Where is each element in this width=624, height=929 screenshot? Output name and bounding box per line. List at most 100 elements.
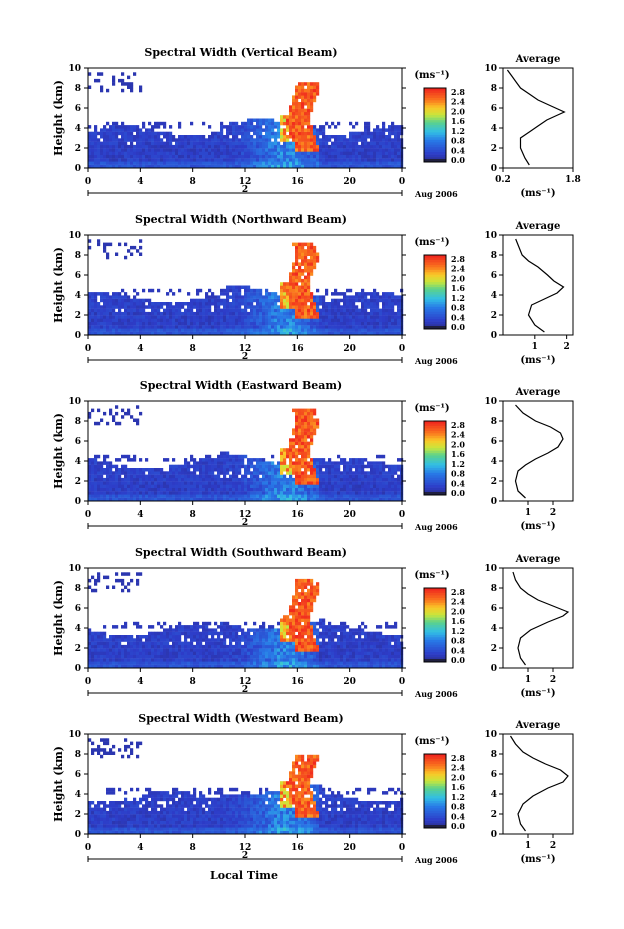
heatmap-cell xyxy=(295,85,299,89)
heatmap-cell xyxy=(103,148,107,152)
heatmap-cell xyxy=(124,635,128,639)
heatmap-cell xyxy=(175,481,179,485)
heatmap-cell xyxy=(112,491,116,495)
heatmap-cell xyxy=(169,471,173,475)
heatmap-cell xyxy=(256,135,260,139)
heatmap-cell xyxy=(172,474,176,479)
heatmap-cell xyxy=(313,249,317,253)
heatmap-cell xyxy=(208,491,212,495)
heatmap-cell xyxy=(139,135,143,139)
heatmap-cell xyxy=(121,321,125,326)
heatmap-cell xyxy=(358,154,362,159)
heatmap-cell xyxy=(160,635,164,639)
heatmap-cell xyxy=(298,138,302,142)
heatmap-cell xyxy=(244,318,248,322)
heatmap-cell xyxy=(196,497,200,502)
heatmap-cell xyxy=(328,484,332,488)
heatmap-cell xyxy=(244,308,248,313)
heatmap-cell xyxy=(355,484,359,488)
heatmap-cell xyxy=(118,144,122,149)
heatmap-cell xyxy=(295,282,299,286)
heatmap-cell xyxy=(160,641,164,646)
heatmap-cell xyxy=(88,311,92,316)
average-title: Average xyxy=(515,54,561,65)
heatmap-cell xyxy=(148,315,152,319)
heatmap-cell xyxy=(91,474,95,479)
heatmap-cell xyxy=(88,295,92,299)
heatmap-cell xyxy=(205,292,209,296)
heatmap-cell xyxy=(172,648,176,652)
heatmap-cell xyxy=(139,648,143,652)
heatmap-cell xyxy=(184,318,188,322)
heatmap-cell xyxy=(265,305,269,309)
heatmap-cell xyxy=(310,148,314,152)
heatmap-cell xyxy=(184,641,188,646)
heatmap-cell xyxy=(313,321,317,326)
heatmap-cell xyxy=(292,315,296,319)
heatmap-cell xyxy=(301,464,305,469)
x-tick-label: 12 xyxy=(239,344,252,354)
heatmap-cell xyxy=(118,321,122,326)
heatmap-cell xyxy=(256,325,260,329)
heatmap-cell xyxy=(253,487,257,492)
heatmap-cell xyxy=(226,477,230,482)
heatmap-cell xyxy=(88,458,92,462)
heatmap-cell xyxy=(295,328,299,332)
heatmap-cell xyxy=(292,491,296,495)
heatmap-cell xyxy=(319,468,323,472)
heatmap-cell xyxy=(355,154,359,159)
average-y-tick-label: 8 xyxy=(491,251,497,261)
heatmap-cell xyxy=(169,651,173,655)
heatmap-cell xyxy=(226,484,230,488)
heatmap-cell xyxy=(196,288,200,293)
heatmap-cell xyxy=(157,288,161,293)
heatmap-cell xyxy=(154,477,158,482)
heatmap-cell xyxy=(316,421,320,426)
colorbar-segment xyxy=(424,472,446,476)
heatmap-cell xyxy=(337,325,341,329)
heatmap-cell xyxy=(301,128,305,132)
heatmap-cell xyxy=(355,477,359,482)
heatmap-cell xyxy=(292,275,296,280)
heatmap-cell xyxy=(316,497,320,502)
heatmap-cell xyxy=(277,135,281,139)
heatmap-cell xyxy=(202,158,206,162)
heatmap-cell xyxy=(127,638,131,642)
heatmap-cell xyxy=(349,315,353,319)
heatmap-cell xyxy=(262,484,266,488)
heatmap-cell xyxy=(289,438,293,442)
heatmap-cell xyxy=(304,461,308,465)
heatmap-cell xyxy=(136,582,140,586)
heatmap-cell xyxy=(112,471,116,475)
colorbar-frame xyxy=(423,87,447,163)
heatmap-cell xyxy=(265,318,269,322)
heatmap-cell xyxy=(331,154,335,159)
heatmap-cell xyxy=(178,621,182,626)
heatmap-cell xyxy=(322,497,326,502)
heatmap-cell xyxy=(385,315,389,319)
heatmap-cell xyxy=(343,474,347,479)
heatmap-cell xyxy=(88,325,92,329)
heatmap-cell xyxy=(370,471,374,475)
heatmap-cell xyxy=(139,331,143,336)
heatmap-cell xyxy=(94,164,98,169)
heatmap-cell xyxy=(127,658,131,662)
colorbar-frame xyxy=(423,420,447,496)
heatmap-cell xyxy=(154,651,158,655)
heatmap-cell xyxy=(169,664,173,669)
heatmap-cell xyxy=(325,318,329,322)
heatmap-cell xyxy=(256,471,260,475)
heatmap-cell xyxy=(109,128,113,132)
heatmap-cell xyxy=(139,308,143,313)
heatmap-cell xyxy=(127,125,131,129)
heatmap-cell xyxy=(127,454,131,459)
heatmap-cell xyxy=(127,635,131,639)
heatmap-cell xyxy=(292,265,296,270)
heatmap-cell xyxy=(124,497,128,502)
heatmap-cell xyxy=(289,158,293,162)
colorbar-segment xyxy=(424,127,446,131)
heatmap-cell xyxy=(127,315,131,319)
heatmap-cell xyxy=(277,141,281,146)
heatmap-cell xyxy=(118,664,122,669)
heatmap-cell xyxy=(124,621,128,626)
